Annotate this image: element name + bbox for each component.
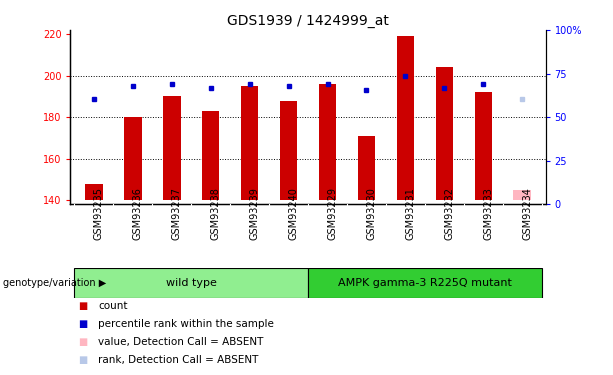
Bar — [163, 96, 180, 200]
Text: GSM93234: GSM93234 — [522, 188, 532, 240]
Title: GDS1939 / 1424999_at: GDS1939 / 1424999_at — [227, 13, 389, 28]
Text: count: count — [98, 301, 128, 310]
Text: GSM93237: GSM93237 — [172, 188, 181, 240]
Text: rank, Detection Call = ABSENT: rank, Detection Call = ABSENT — [98, 355, 259, 364]
Text: wild type: wild type — [166, 278, 216, 288]
Text: GSM93232: GSM93232 — [444, 188, 454, 240]
Text: ■: ■ — [78, 301, 88, 310]
Bar — [85, 184, 102, 200]
Bar — [397, 36, 414, 200]
Text: GSM93236: GSM93236 — [133, 188, 143, 240]
Bar — [124, 117, 142, 200]
Text: GSM93238: GSM93238 — [211, 188, 221, 240]
Text: percentile rank within the sample: percentile rank within the sample — [98, 319, 274, 328]
Text: value, Detection Call = ABSENT: value, Detection Call = ABSENT — [98, 337, 264, 346]
Text: GSM93235: GSM93235 — [94, 188, 104, 240]
Text: ■: ■ — [78, 355, 88, 364]
Text: ■: ■ — [78, 337, 88, 346]
Bar — [514, 190, 531, 200]
Bar — [280, 100, 297, 200]
Text: ■: ■ — [78, 319, 88, 328]
Bar — [241, 86, 259, 200]
Text: GSM93239: GSM93239 — [249, 188, 260, 240]
Text: GSM93240: GSM93240 — [289, 188, 299, 240]
Bar — [436, 68, 453, 200]
Text: GSM93233: GSM93233 — [483, 188, 493, 240]
Text: GSM93230: GSM93230 — [367, 188, 376, 240]
Text: GSM93229: GSM93229 — [327, 188, 338, 240]
Text: GSM93231: GSM93231 — [405, 188, 416, 240]
Bar — [357, 136, 375, 200]
Bar — [74, 268, 308, 298]
Bar — [319, 84, 337, 200]
Bar — [202, 111, 219, 200]
Text: genotype/variation ▶: genotype/variation ▶ — [3, 278, 106, 288]
Bar — [474, 92, 492, 200]
Bar — [308, 268, 542, 298]
Text: AMPK gamma-3 R225Q mutant: AMPK gamma-3 R225Q mutant — [338, 278, 512, 288]
